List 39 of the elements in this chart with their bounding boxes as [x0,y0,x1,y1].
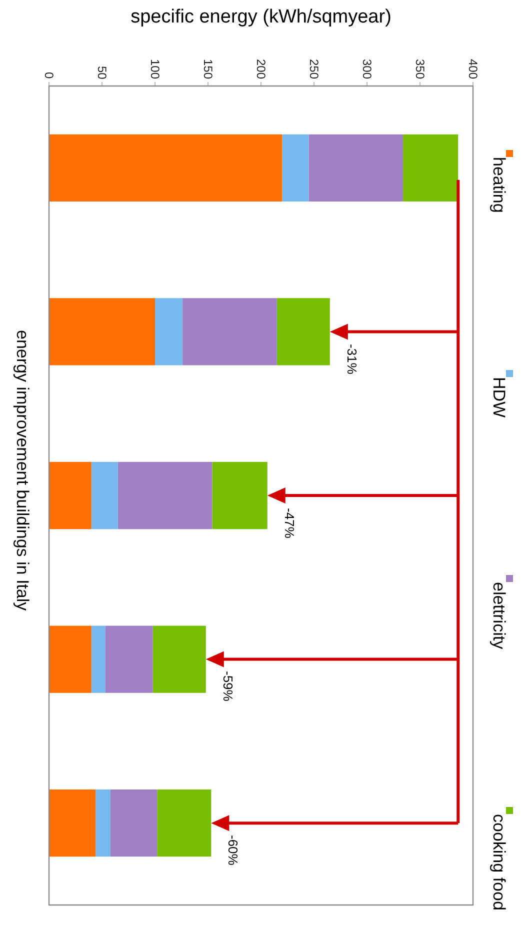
legend-label: cooking food [488,814,508,910]
bar [91,626,106,693]
annotation: -47% [282,508,297,538]
bar [110,790,158,857]
x-axis-title: specific energy (kWh/sqmyear) [130,6,392,28]
bar [50,134,282,202]
bar [118,462,212,530]
bar [157,790,212,857]
bar [182,298,277,366]
bar [105,626,153,693]
bar [50,626,92,693]
bar [276,298,330,366]
x-tick-label: 50 [95,66,109,79]
legend-label: elettricity [488,582,508,650]
bar [403,134,458,202]
bar [50,298,155,366]
annotation: -31% [344,344,360,374]
bar [155,298,183,366]
bar [91,462,118,530]
x-tick-label: 0 [42,72,56,79]
x-tick-label: 150 [201,58,215,79]
x-tick-label: 250 [307,58,321,79]
bar [152,626,206,693]
bar [212,462,268,530]
bar [50,462,92,530]
x-tick-label: 200 [254,58,268,79]
legend-label: heating [488,157,508,213]
legend-label: HDW [488,377,508,418]
annotation: -59% [220,671,236,702]
bar [50,790,96,857]
x-tick-label: 350 [413,58,427,79]
annotation: -60% [226,835,241,866]
bar [282,134,309,202]
x-tick-label: 100 [148,58,162,79]
bar [308,134,404,202]
text: energy improvement buildings in Italy [12,330,32,610]
x-tick-label: 400 [466,58,480,79]
bar [96,790,110,857]
x-tick-label: 300 [360,58,374,79]
